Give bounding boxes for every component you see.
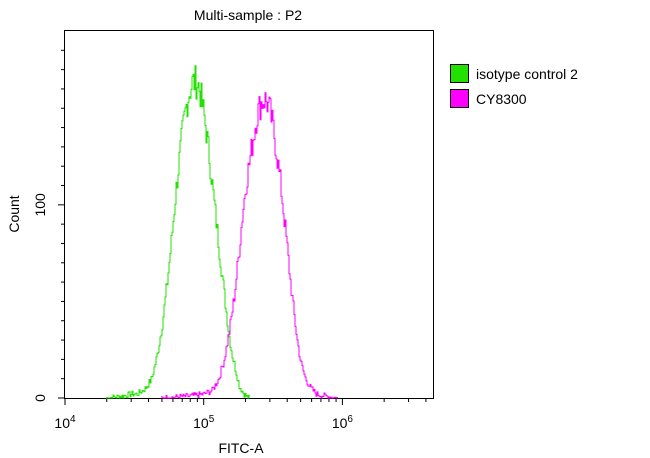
x-axis-label: FITC-A	[218, 440, 264, 456]
plot-frame	[64, 30, 434, 399]
chart-title: Multi-sample : P2	[194, 7, 302, 23]
y-axis-label: Count	[6, 195, 22, 232]
x-tick-label: 106	[332, 414, 354, 431]
y-tick-label: 100	[32, 193, 48, 217]
x-tick-label: 104	[54, 414, 76, 431]
x-tick-label: 105	[193, 414, 215, 431]
series-0-line	[106, 65, 250, 399]
series-layer	[106, 65, 338, 399]
legend: isotype control 2 CY8300	[450, 64, 578, 108]
y-tick-label: 0	[32, 394, 48, 402]
legend-label: isotype control 2	[476, 66, 578, 82]
axis-ticks: 104 105 106 0 100	[32, 49, 427, 431]
legend-label: CY8300	[476, 91, 527, 107]
legend-swatch	[450, 64, 469, 83]
legend-swatch	[450, 89, 469, 108]
series-1-line	[161, 92, 338, 399]
